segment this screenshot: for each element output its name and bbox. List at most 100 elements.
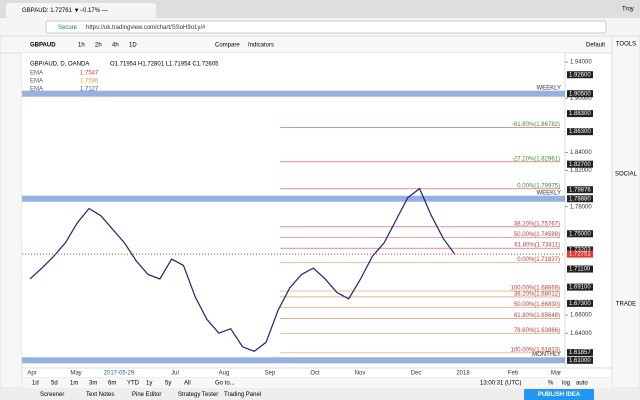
zone-label: WEEKLY [536, 190, 561, 196]
price-tag [567, 195, 593, 203]
sidebar-label[interactable]: TRADE [616, 302, 636, 308]
compare[interactable]: Compare [215, 43, 240, 49]
price-tag-label: 1.67300 [569, 301, 591, 307]
price-line [29, 187, 456, 352]
price-tick-label: 1.90000 [570, 96, 592, 102]
price-tag-label: 1.88300 [569, 111, 591, 117]
footer [0, 388, 640, 400]
study-name: EMA [30, 87, 43, 93]
price-tag-label: 1.73203 [569, 248, 591, 254]
price-tick-label: 1.84000 [570, 150, 592, 156]
range-button[interactable]: 3m [89, 381, 97, 387]
goto[interactable]: Go to... [215, 381, 235, 387]
price-tag [567, 299, 593, 307]
footer-tab[interactable]: Screener [40, 392, 64, 398]
interval[interactable]: 1h [78, 43, 85, 49]
fib-label: 78.60%(1.63966) [514, 328, 560, 334]
price-tag-label: 1.78880 [569, 196, 591, 202]
footer-tab[interactable]: Trading Panel [224, 392, 261, 398]
fib-label: 38.20%(1.68012) [514, 292, 560, 298]
footer-tab[interactable]: Pine Editor [132, 392, 161, 398]
range-button[interactable]: YTD [127, 381, 140, 387]
fib-label: 100.00%(1.61823) [511, 347, 560, 353]
fib-label: 100.00%(1.68669) [511, 286, 560, 292]
url: https://uk.tradingview.com/chart/SSoH9o1… [86, 25, 206, 31]
interval[interactable]: 4h [112, 43, 119, 49]
sidebar-label[interactable]: SOCIAL [615, 172, 638, 178]
price-tick-label: 1.94000 [570, 60, 592, 66]
fib-label: 0.00%(1.71837) [517, 257, 560, 263]
study-value: 1.7547 [80, 71, 99, 77]
sidebar-label[interactable]: TOOLS [616, 42, 636, 48]
time-label: Feb [508, 371, 519, 377]
fib-label: 61.80%(1.73411) [514, 243, 560, 249]
price-tag-label: 1.75000 [569, 231, 591, 237]
price-tag [567, 246, 593, 254]
time-label: Oct [310, 371, 320, 377]
publish-button[interactable] [524, 389, 594, 400]
study-value: 1.7596 [80, 79, 99, 85]
secure: Secure [58, 25, 78, 31]
clock: 13:00:31 (UTC) [480, 381, 521, 387]
range-button[interactable]: 5d [51, 381, 58, 387]
scale-option[interactable]: log [562, 381, 570, 387]
legend: GBP/AUD, D, OANDA [30, 62, 89, 68]
time-label: 2018 [456, 371, 470, 377]
layout[interactable]: Default [586, 43, 605, 49]
symbol[interactable]: GBPAUD [30, 43, 56, 49]
interval[interactable]: 1D [129, 43, 137, 49]
range-button[interactable]: 1y [146, 381, 152, 387]
time-label: May [70, 371, 81, 377]
price-axis [564, 52, 613, 369]
price-tick-label: 1.64000 [570, 331, 592, 337]
current-price-tag [567, 250, 593, 258]
address-field[interactable] [45, 20, 607, 34]
time-label: Apr [27, 371, 36, 377]
price-tag [567, 356, 593, 364]
zone-label: WEEKLY [536, 85, 561, 91]
range-button[interactable]: 6m [108, 381, 116, 387]
footer-tab[interactable]: Text Notes [86, 392, 114, 398]
price-tag [567, 349, 593, 357]
fib-label: 38.20%(1.75767) [514, 221, 560, 227]
fib-label: -27.20%(1.82961) [512, 156, 560, 162]
time-label: Mar [551, 371, 561, 377]
chart-toolbar [0, 35, 613, 54]
price-tag-label: 1.82700 [569, 162, 591, 168]
price-tag [567, 230, 593, 238]
price-tag-label: 1.86300 [569, 129, 591, 135]
price-tag-label: 1.90500 [569, 91, 591, 97]
tab[interactable] [6, 3, 156, 18]
range-button[interactable]: 1d [32, 381, 39, 387]
time-label: Nov [355, 371, 366, 377]
zone-band [22, 357, 565, 364]
range-button[interactable]: 5y [165, 381, 171, 387]
right-sidebar [611, 35, 640, 389]
range-button[interactable]: All [184, 381, 191, 387]
scale-option[interactable]: % [548, 381, 554, 387]
study-value: 1.7127 [80, 87, 99, 93]
price-tag-label: 1.61000 [569, 358, 591, 364]
drawing-tools [0, 52, 23, 389]
fib-label: 61.80%(1.65648) [514, 313, 560, 319]
zone-band [22, 195, 565, 202]
price-tag [567, 186, 593, 194]
time-label: 2017-05-29 [104, 371, 135, 377]
range-button[interactable]: 1m [70, 381, 78, 387]
publish-label: PUBLISH IDEA [538, 392, 581, 398]
price-tag-label: 1.92600 [569, 72, 591, 78]
price-tag [567, 283, 593, 291]
scale-option[interactable]: auto [576, 381, 588, 387]
range-bar [22, 378, 612, 388]
interval[interactable]: 2h [95, 43, 102, 49]
fib-label: 0.00%(1.79975) [517, 183, 560, 189]
price-tag [567, 160, 593, 168]
footer-tab[interactable]: Strategy Tester [178, 392, 218, 398]
study-name: EMA [30, 71, 43, 77]
zone-band [22, 90, 565, 97]
price-tag [567, 265, 593, 273]
time-label: Dec [411, 371, 422, 377]
indicators[interactable]: Indicators [248, 43, 274, 49]
chart-pane [22, 53, 565, 368]
